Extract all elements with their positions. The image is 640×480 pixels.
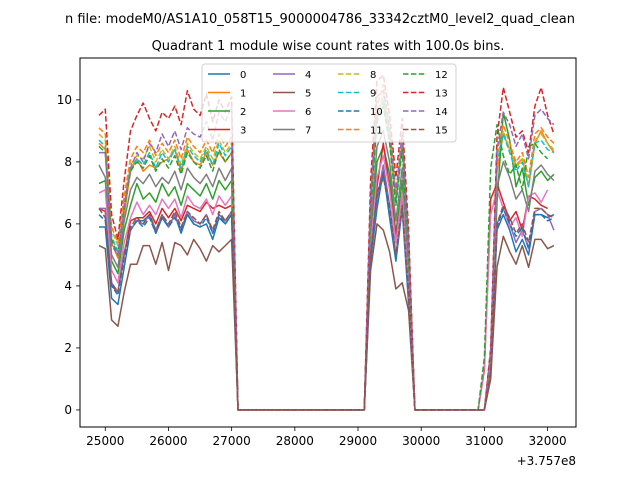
series-line-15 (98, 173, 555, 411)
legend-label-15: 15 (435, 126, 448, 137)
x-tick-label: 27000 (213, 434, 251, 448)
legend-label-3: 3 (240, 126, 246, 137)
x-tick-label: 28000 (276, 434, 314, 448)
y-tick-label: 10 (57, 93, 72, 107)
y-tick-label: 8 (64, 155, 72, 169)
y-tick-label: 4 (64, 279, 72, 293)
series-line-10 (98, 176, 555, 411)
legend-label-6: 6 (305, 107, 311, 118)
x-tick-label: 26000 (149, 434, 187, 448)
y-tick-label: 2 (64, 341, 72, 355)
series-line-3 (98, 142, 548, 411)
legend-label-9: 9 (370, 89, 376, 100)
legend-label-11: 11 (370, 126, 383, 137)
series-line-1 (98, 102, 555, 411)
legend-label-0: 0 (240, 70, 246, 81)
x-tick-label: 30000 (402, 434, 440, 448)
legend-frame (201, 63, 457, 143)
y-tick-label: 6 (64, 217, 72, 231)
legend-label-5: 5 (305, 89, 311, 100)
series-line-7 (98, 130, 555, 411)
series-line-6 (98, 154, 549, 411)
x-offset-label: +3.757e8 (517, 454, 576, 468)
figure-suptitle: n file: modeM0/AS1A10_058T15_9000004786_… (65, 12, 575, 27)
y-tick-label: 0 (64, 403, 72, 417)
x-tick-label: 32000 (528, 434, 566, 448)
legend-label-14: 14 (435, 107, 448, 118)
legend-label-12: 12 (435, 70, 448, 81)
x-tick-label: 29000 (339, 434, 377, 448)
series-line-4 (99, 164, 555, 411)
legend-label-13: 13 (435, 89, 448, 100)
plot-area (79, 57, 577, 428)
legend-label-2: 2 (240, 107, 246, 118)
legend-label-7: 7 (305, 126, 311, 137)
legend-label-10: 10 (370, 107, 383, 118)
series-line-9 (98, 99, 555, 411)
x-tick-label: 25000 (86, 434, 124, 448)
x-tick-label: 31000 (465, 434, 503, 448)
legend-label-8: 8 (370, 70, 376, 81)
axes-layer: 25000 26000 27000 28000 29000 30000 31000 32000… (57, 93, 567, 448)
series-layer (98, 74, 555, 411)
legend-label-4: 4 (305, 70, 311, 81)
chart-title: Quadrant 1 module wise count rates with … (152, 39, 505, 54)
legend-label-1: 1 (240, 89, 246, 100)
